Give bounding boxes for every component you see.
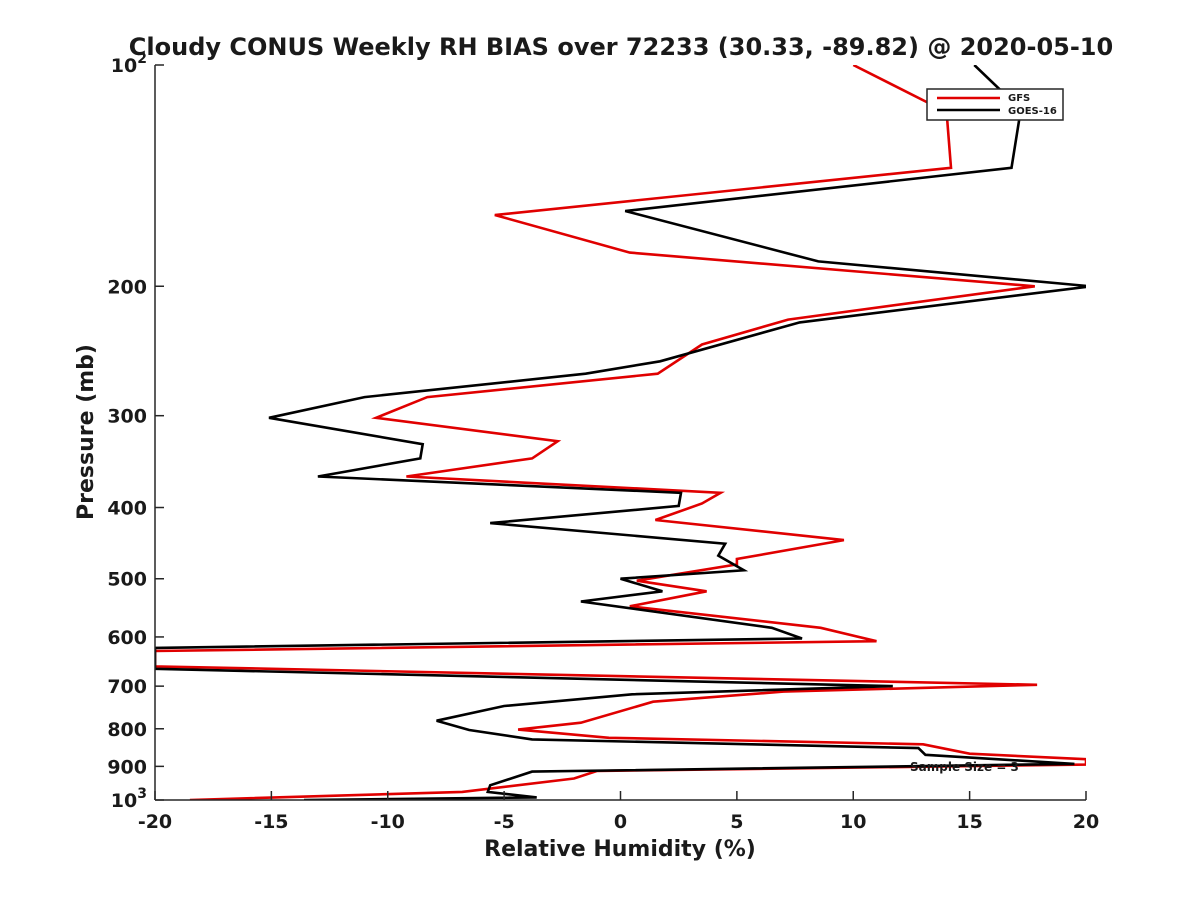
y-tick-label: 300 bbox=[107, 406, 147, 428]
y-tick-label: 400 bbox=[107, 498, 147, 520]
x-tick-label: -20 bbox=[138, 811, 172, 833]
plot-area bbox=[155, 65, 1086, 800]
y-tick-label: 600 bbox=[107, 627, 147, 649]
y-tick-label: 700 bbox=[107, 676, 147, 698]
x-ticks: -20 -15 -10 -5 0 5 10 15 20 bbox=[138, 791, 1099, 833]
legend-box bbox=[926, 88, 1064, 121]
x-tick-label: 10 bbox=[840, 811, 866, 833]
x-tick-label: 15 bbox=[956, 811, 982, 833]
y-tick-label: 102 bbox=[111, 51, 147, 77]
x-tick-label: -15 bbox=[254, 811, 288, 833]
x-tick-label: 20 bbox=[1073, 811, 1099, 833]
legend-label-gfs: GFS bbox=[1008, 93, 1030, 104]
x-axis-label: Relative Humidity (%) bbox=[484, 837, 756, 862]
y-tick-label: 200 bbox=[107, 276, 147, 298]
y-axis-label: Pressure (mb) bbox=[74, 344, 99, 520]
series-line-gfs bbox=[155, 65, 1086, 800]
x-tick-label: -10 bbox=[371, 811, 405, 833]
y-ticks: 102 200 300 400 500 600 700 800 900 103 bbox=[107, 51, 164, 812]
y-tick-label: 900 bbox=[107, 756, 147, 778]
y-tick-label: 800 bbox=[107, 719, 147, 741]
legend-label-goes16: GOES-16 bbox=[1008, 106, 1057, 117]
x-tick-label: -5 bbox=[494, 811, 515, 833]
chart-title: Cloudy CONUS Weekly RH BIAS over 72233 (… bbox=[129, 33, 1113, 61]
y-tick-label: 500 bbox=[107, 569, 147, 591]
x-tick-label: 5 bbox=[730, 811, 743, 833]
series-line-goes16 bbox=[155, 65, 1086, 800]
series-layer bbox=[155, 65, 1086, 800]
sample-size-annotation: Sample Size = 3 bbox=[910, 760, 1019, 774]
legend: GFS GOES-16 bbox=[926, 88, 1064, 121]
y-tick-label: 103 bbox=[111, 786, 147, 812]
x-tick-label: 0 bbox=[614, 811, 627, 833]
